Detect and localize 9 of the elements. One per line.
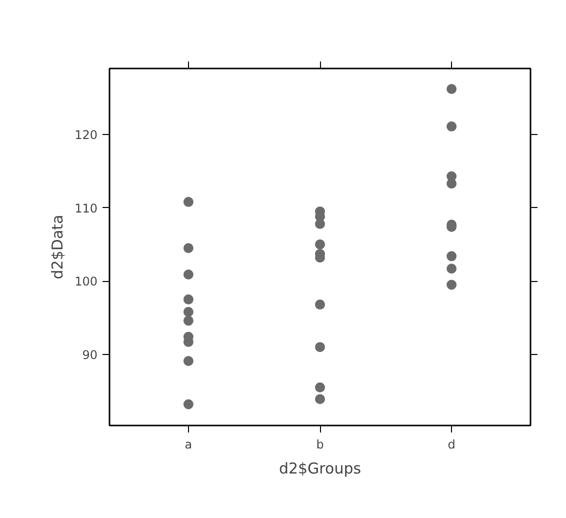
x-tick-label: d — [448, 438, 456, 452]
y-axis-title: d2$Data — [48, 214, 67, 280]
x-axis-title: d2$Groups — [278, 460, 362, 478]
x-tick-label: b — [316, 438, 324, 452]
y-tick-label: 110 — [74, 201, 98, 216]
y-tick-label: 100 — [74, 274, 98, 289]
y-tick-label: 90 — [82, 348, 98, 362]
x-tick-label: a — [184, 438, 192, 452]
y-tick-label: 120 — [74, 128, 98, 142]
